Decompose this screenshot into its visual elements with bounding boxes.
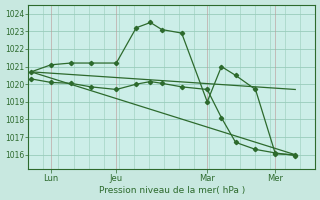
X-axis label: Pression niveau de la mer( hPa ): Pression niveau de la mer( hPa ): [99, 186, 245, 195]
